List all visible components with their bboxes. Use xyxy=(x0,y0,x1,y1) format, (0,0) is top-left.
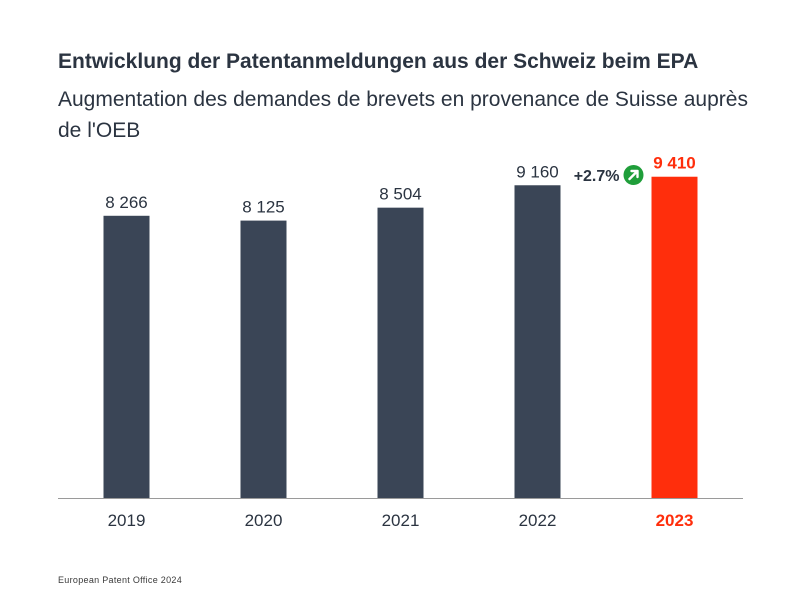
bar-2019 xyxy=(103,215,150,499)
source-footer: European Patent Office 2024 xyxy=(58,575,183,585)
bar-2020 xyxy=(240,220,287,498)
bar-2021 xyxy=(377,207,424,498)
x-tick-2020: 2020 xyxy=(245,511,283,530)
x-tick-2021: 2021 xyxy=(382,511,420,530)
bar-2022 xyxy=(514,185,561,498)
bar-2023 xyxy=(651,176,698,498)
x-tick-2023: 2023 xyxy=(656,511,694,530)
data-label-2021: 8 504 xyxy=(379,185,422,204)
chart-subtitle: Augmentation des demandes de brevets en … xyxy=(58,88,748,142)
data-label-2019: 8 266 xyxy=(105,193,148,212)
growth-annotation: +2.7% xyxy=(574,168,620,185)
data-label-2022: 9 160 xyxy=(516,162,559,181)
data-label-2020: 8 125 xyxy=(242,198,285,217)
chart-title: Entwicklung der Patentanmeldungen aus de… xyxy=(58,50,699,73)
data-label-2023: 9 410 xyxy=(653,154,696,173)
x-tick-2019: 2019 xyxy=(108,511,146,530)
arrow-up-right-icon-glyph xyxy=(628,169,639,181)
x-tick-2022: 2022 xyxy=(519,511,557,530)
